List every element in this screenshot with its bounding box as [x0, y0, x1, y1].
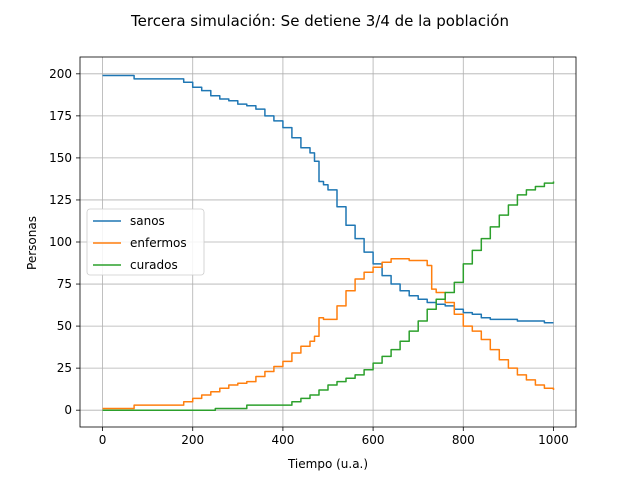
y-tick-label: 200: [49, 67, 72, 81]
plot-area: 0 200 400 600 800 1000 0 25 50 75 100 125 150 175 200: [49, 56, 577, 447]
y-tick-label: 150: [49, 151, 72, 165]
chart-title: Tercera simulación: Se detiene 3/4 de la…: [130, 12, 509, 30]
x-axis-label: Tiempo (u.a.): [287, 457, 368, 471]
y-tick-label: 100: [49, 235, 72, 249]
legend-label-sanos: sanos: [130, 214, 165, 228]
y-tick-label: 75: [57, 277, 72, 291]
legend: sanos enfermos curados: [86, 208, 205, 276]
legend-label-curados: curados: [130, 258, 178, 272]
y-axis-label: Personas: [25, 216, 39, 270]
legend-box: [86, 208, 205, 276]
legend-label-enfermos: enfermos: [130, 236, 187, 250]
y-tick-label: 25: [57, 361, 72, 375]
x-tick-label: 400: [271, 433, 294, 447]
x-tick-label: 1000: [538, 433, 569, 447]
series-line-sanos: [102, 74, 554, 324]
y-tick-label: 175: [49, 109, 72, 123]
x-tick-label: 0: [99, 433, 107, 447]
x-tick-label: 800: [452, 433, 475, 447]
series-line-enfermos: [102, 258, 555, 410]
y-tick-label: 125: [49, 193, 72, 207]
y-tick-label: 0: [64, 403, 72, 417]
x-tick-label: 200: [181, 433, 204, 447]
y-tick-label: 50: [57, 319, 72, 333]
x-tick-label: 600: [362, 433, 385, 447]
series-line-curados: [102, 181, 555, 411]
